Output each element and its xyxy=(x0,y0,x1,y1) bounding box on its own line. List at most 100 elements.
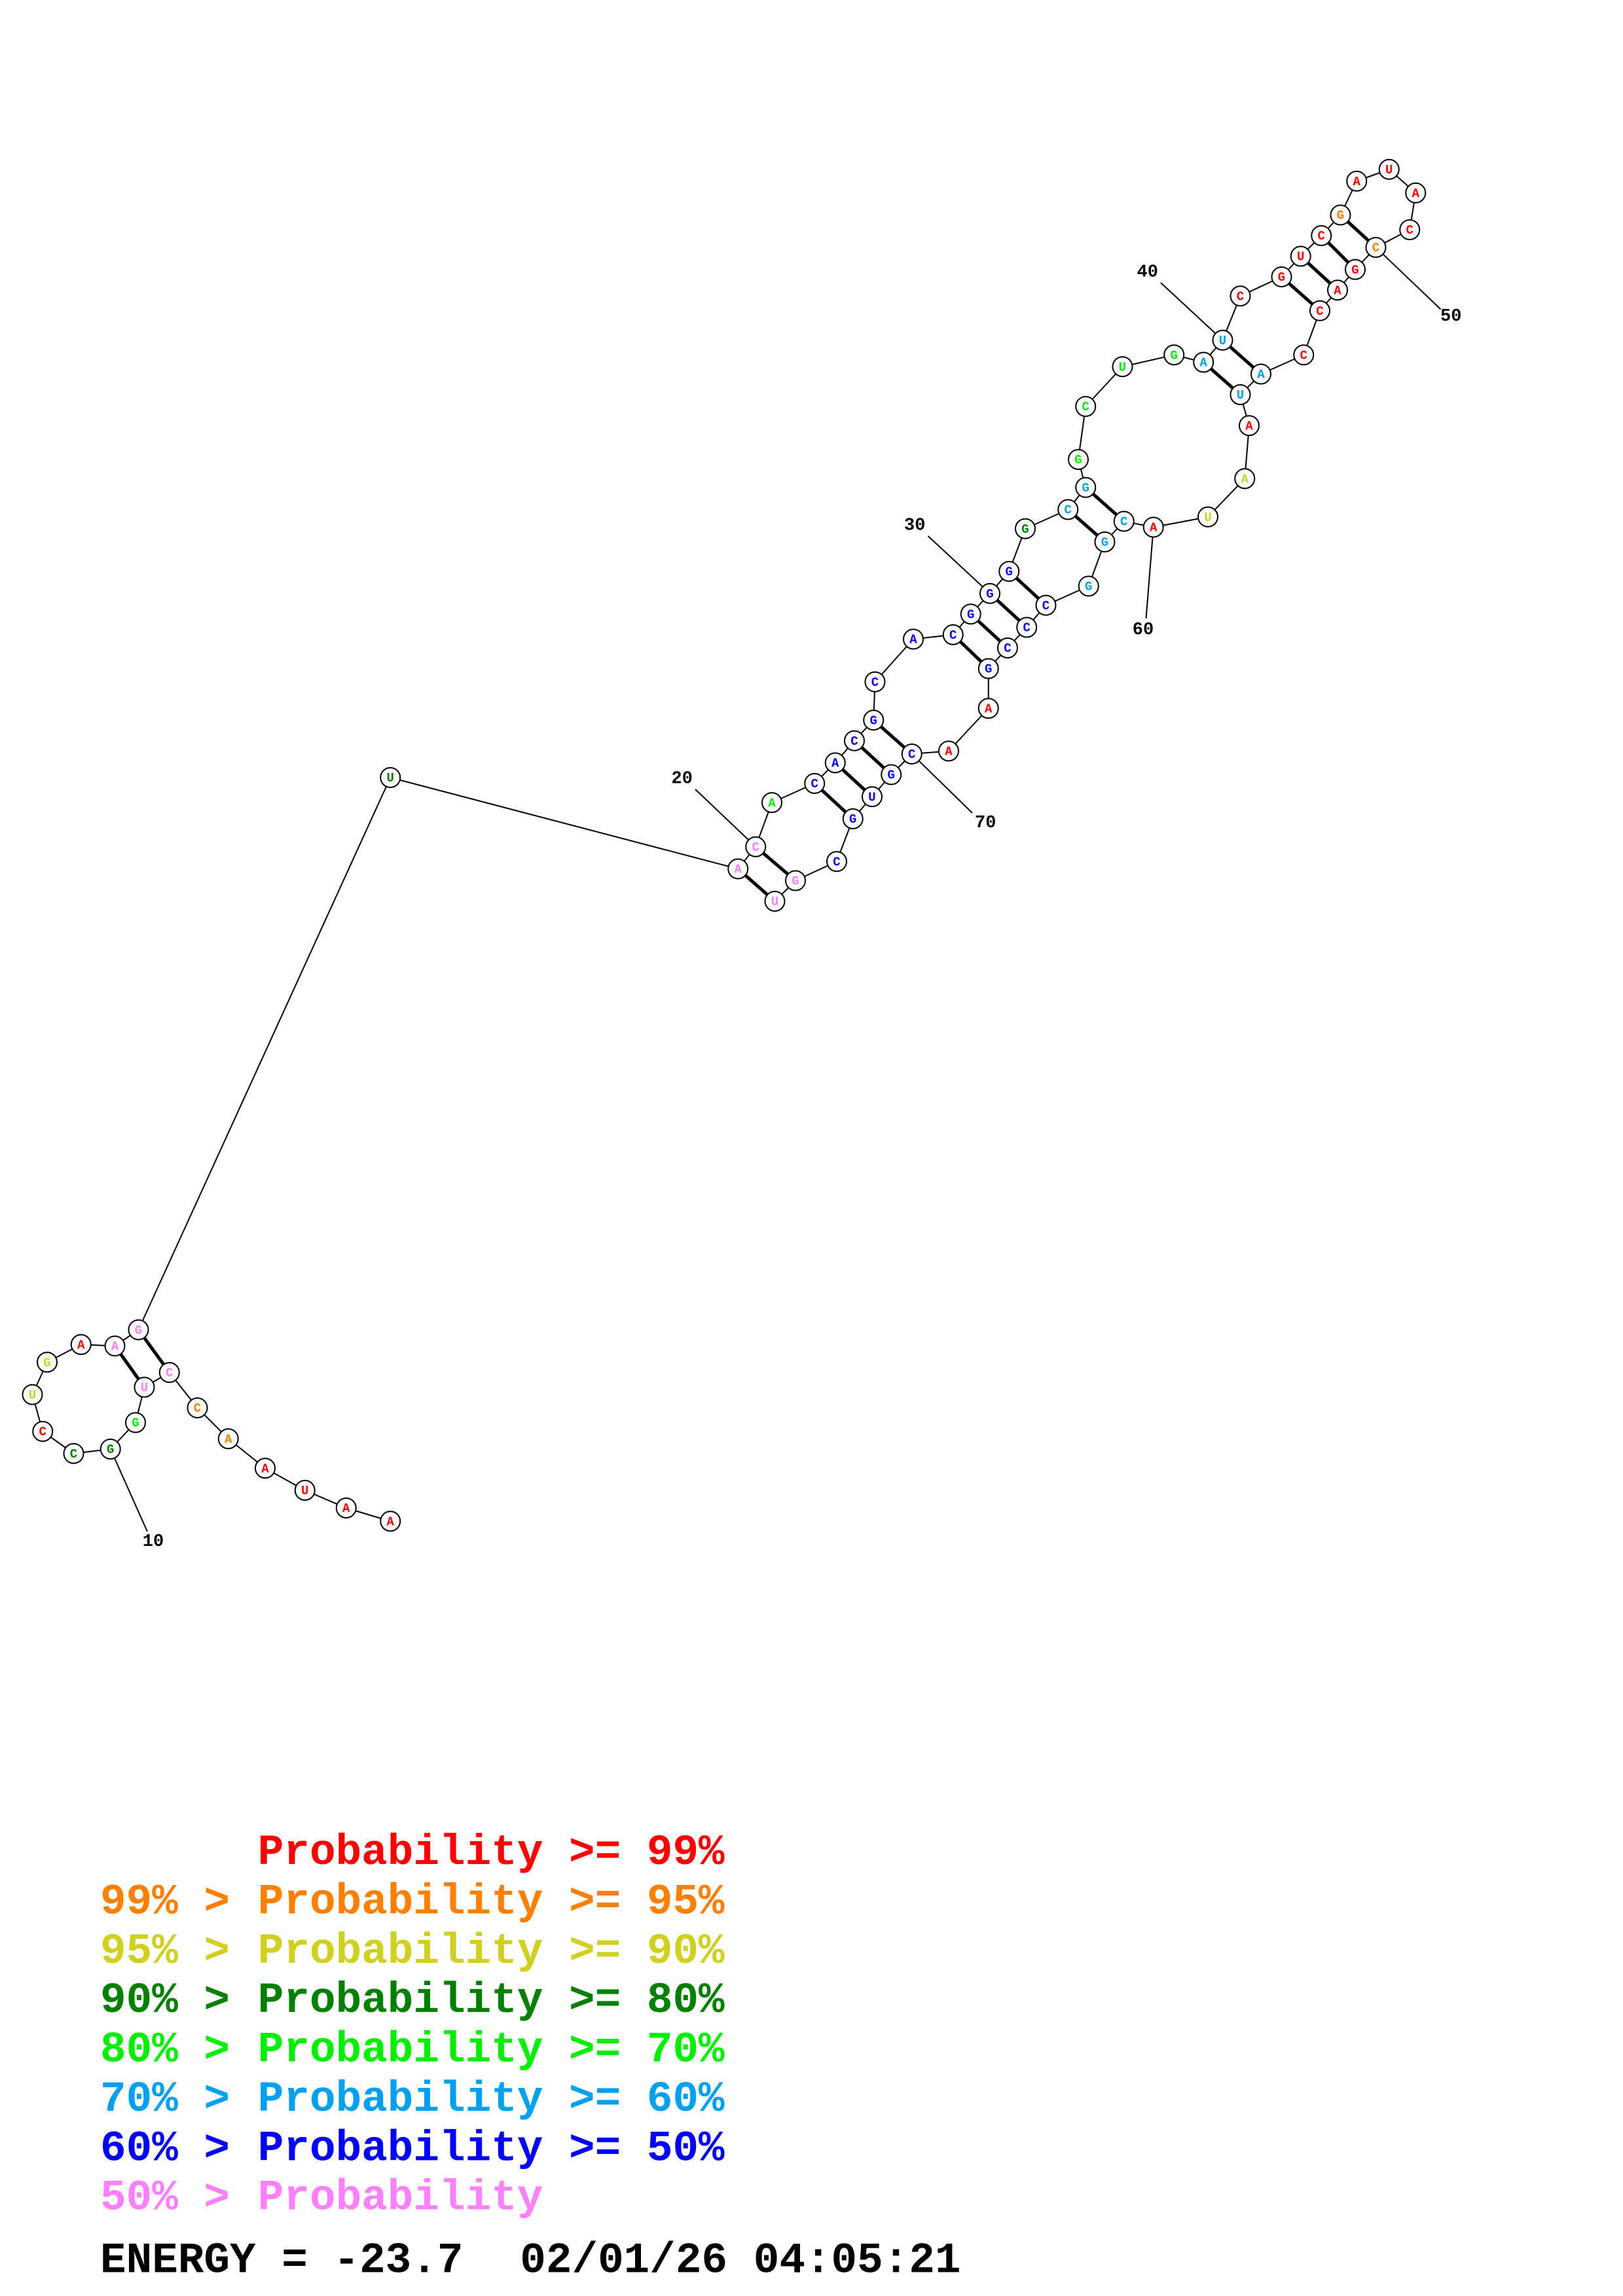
nucleotide-base: G xyxy=(135,1323,142,1338)
nucleotide-circle xyxy=(380,767,401,788)
nucleotide-circle xyxy=(864,671,886,692)
nucleotide-circle xyxy=(1094,531,1116,552)
nucleotide: G xyxy=(1094,531,1116,552)
nucleotide-base: A xyxy=(768,796,776,810)
nucleotide-base: U xyxy=(387,771,394,785)
nucleotide-circle xyxy=(881,764,902,785)
nucleotide: C xyxy=(1230,285,1251,307)
index-line xyxy=(927,535,991,594)
legend-text: Probability >= 50% xyxy=(258,2124,725,2173)
nucleotide-circle xyxy=(63,1443,84,1464)
nucleotide: C xyxy=(1113,511,1135,532)
nucleotide: G xyxy=(1330,204,1351,226)
nucleotide-circle xyxy=(761,792,782,814)
nucleotide-base: U xyxy=(771,895,778,909)
energy: ENERGY = -23.7 xyxy=(100,2236,464,2285)
nucleotide-base: C xyxy=(39,1425,46,1439)
legend-text: Probability >= 60% xyxy=(258,2075,725,2124)
nucleotide-circle xyxy=(1112,356,1133,378)
nucleotide: U xyxy=(1230,384,1251,405)
nucleotide: C xyxy=(158,1362,180,1383)
nucleotide-base: U xyxy=(1119,360,1126,374)
nucleotide-circle xyxy=(1399,219,1421,240)
nucleotide-base: A xyxy=(1245,419,1253,433)
nucleotide-base: A xyxy=(1241,472,1249,486)
nucleotide: C xyxy=(63,1443,84,1464)
nucleotide-base: C xyxy=(833,855,840,869)
index-label: 10 xyxy=(143,1532,164,1552)
nucleotide-base: A xyxy=(1150,521,1158,535)
legend-text: Probability >= 95% xyxy=(258,1877,725,1926)
nucleotide-circle xyxy=(977,658,999,679)
nucleotide-circle xyxy=(1078,575,1099,597)
nucleotide: G xyxy=(1015,518,1036,539)
nucleotide: C xyxy=(187,1397,208,1418)
nucleotide: G xyxy=(100,1439,121,1460)
nucleotide: A xyxy=(104,1335,126,1357)
nucleotide-base: C xyxy=(752,840,759,855)
nucleotide: U xyxy=(22,1384,43,1405)
nucleotide-circle xyxy=(1212,329,1233,351)
nucleotide-circle xyxy=(844,730,865,751)
index-line xyxy=(695,789,756,848)
nucleotide-base: G xyxy=(1006,565,1013,579)
nucleotide: G xyxy=(977,658,999,679)
nucleotide-circle xyxy=(826,851,847,872)
index-line xyxy=(1375,247,1442,310)
nucleotide: U xyxy=(1112,356,1133,378)
nucleotide: A xyxy=(1193,351,1214,373)
nucleotide: G xyxy=(960,603,981,625)
nucleotide: U xyxy=(1212,329,1233,351)
nucleotide: C xyxy=(1016,617,1038,638)
legend-prefix: 90% > xyxy=(100,1976,230,2025)
index-label: 40 xyxy=(1137,262,1158,282)
nucleotide-base: A xyxy=(1257,368,1265,382)
nucleotide-base: A xyxy=(1334,283,1341,298)
nucleotide-circle xyxy=(942,624,964,645)
nucleotide: A xyxy=(335,1498,357,1518)
nucleotide-base: A xyxy=(1200,356,1208,370)
nucleotide-base: G xyxy=(985,662,992,677)
nucleotide: A xyxy=(1346,170,1368,192)
nucleotide-base: G xyxy=(1074,453,1082,467)
nucleotide-circle xyxy=(1197,506,1218,528)
nucleotide: C xyxy=(1365,237,1387,258)
nucleotide-base: G xyxy=(107,1443,114,1457)
nucleotide: C xyxy=(1309,300,1330,321)
nucleotide-base: U xyxy=(141,1381,148,1395)
nucleotide-base: A xyxy=(1353,175,1361,189)
nucleotide-base: C xyxy=(194,1401,201,1416)
nucleotide-base: G xyxy=(1085,580,1092,594)
nucleotide-circle xyxy=(1068,449,1089,470)
nucleotide-circle xyxy=(1239,415,1260,437)
nucleotide: C xyxy=(1311,225,1332,246)
legend-prefix: 99% > xyxy=(100,1877,230,1926)
nucleotide: U xyxy=(1378,158,1400,180)
nucleotide: G xyxy=(863,709,884,731)
nucleotide-base: A xyxy=(909,633,917,647)
nucleotide-base: U xyxy=(301,1484,308,1498)
nucleotide: G xyxy=(1163,344,1185,366)
nucleotide: U xyxy=(764,891,786,912)
nucleotide-circle xyxy=(158,1362,180,1383)
nucleotide-circle xyxy=(1365,237,1387,258)
nucleotide: A xyxy=(1234,468,1256,490)
nucleotide-base: C xyxy=(871,675,879,690)
nucleotide: C xyxy=(804,773,826,794)
nucleotide: G xyxy=(1345,259,1366,280)
nucleotide-circle xyxy=(1250,363,1271,385)
nucleotide-circle xyxy=(1293,344,1315,366)
legend-prefix: 60% > xyxy=(100,2124,230,2173)
nucleotide-base: A xyxy=(945,745,953,759)
nucleotide-circle xyxy=(294,1480,316,1501)
nucleotide-base: U xyxy=(1297,250,1304,264)
nucleotide-circle xyxy=(125,1412,146,1433)
nucleotide-circle xyxy=(1142,516,1164,538)
nucleotide-circle xyxy=(842,808,864,829)
nucleotide-base: C xyxy=(908,747,915,762)
nucleotide: A xyxy=(1142,516,1164,538)
nucleotide: C xyxy=(942,624,964,645)
index-line xyxy=(1160,282,1224,341)
nucleotide-base: G xyxy=(870,713,877,728)
nucleotide-circle xyxy=(938,740,959,762)
